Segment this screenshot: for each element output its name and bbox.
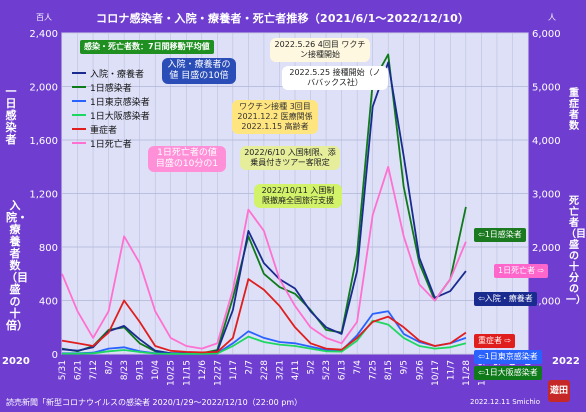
annotation-novavax: 2022.5.25 接種開始（ノババックス社） bbox=[282, 66, 388, 90]
series-line bbox=[61, 53, 467, 355]
y-tick-right: 4,000 bbox=[532, 136, 561, 147]
x-tick-label: 12/27 bbox=[213, 360, 223, 386]
x-tick-label: 5/23 bbox=[322, 360, 332, 380]
series-line bbox=[61, 165, 467, 350]
y-tick-right: 2,000 bbox=[532, 243, 561, 254]
x-tick-label: 7/25 bbox=[369, 360, 379, 380]
x-tick-label: 8/2 bbox=[105, 360, 115, 374]
end-label-tokyo: ⇦1日東京感染者 bbox=[474, 350, 542, 364]
year-label-left: 2020 bbox=[2, 356, 30, 367]
legend-label: 1日感染者 bbox=[90, 83, 132, 94]
legend-item: 1日死亡者 bbox=[72, 136, 150, 150]
y-tick-left: 2,000 bbox=[29, 83, 58, 94]
y-tick-left: 1,200 bbox=[29, 190, 58, 201]
right-unit: 人 bbox=[548, 13, 556, 22]
series-line bbox=[61, 319, 467, 355]
end-label-hospitalized: ⇦入院・療養者 bbox=[474, 292, 537, 306]
y-tick-left: 400 bbox=[39, 297, 58, 308]
y-tick-right: 5,000 bbox=[532, 83, 561, 94]
legend-swatch bbox=[72, 142, 86, 144]
end-label-severe: 重症者 ⇨ bbox=[474, 334, 516, 348]
end-label-daily-infected: ⇦1日感染者 bbox=[474, 228, 526, 242]
annotation-4th-vaccine: 2022.5.26 4回目 ワクチン接種開始 bbox=[270, 38, 370, 62]
series-line bbox=[61, 61, 467, 355]
left-unit: 百人 bbox=[36, 13, 52, 22]
x-tick-label: 10/25 bbox=[167, 360, 177, 386]
annotation-entry-restriction: 2022/6/10 入国制限、添乗員付きツアー客限定 bbox=[240, 146, 340, 170]
year-label-right: 2022 bbox=[552, 356, 580, 367]
y-tick-right: 3,000 bbox=[532, 190, 561, 201]
x-tick-label: 2/28 bbox=[260, 360, 270, 380]
credit: 2022.12.11 Smichio bbox=[470, 398, 541, 406]
legend-swatch bbox=[72, 72, 86, 74]
x-tick-label: 11/7 bbox=[446, 360, 456, 380]
legend-item: 1日大阪感染者 bbox=[72, 108, 150, 122]
y-axis-label-left-secondary: 入院・療養者数（目盛の十倍） bbox=[6, 199, 28, 332]
x-tick-label: 6/21 bbox=[74, 360, 84, 380]
legend-swatch bbox=[72, 128, 86, 130]
y-tick-left: 1,600 bbox=[29, 136, 58, 147]
end-label-osaka: ⇦1日大阪感染者 bbox=[474, 366, 542, 380]
legend-label: 1日死亡者 bbox=[90, 139, 132, 150]
series-line bbox=[62, 310, 467, 355]
legend-label: 1日大阪感染者 bbox=[90, 111, 150, 122]
legend: 入院・療養者 1日感染者 1日東京感染者 1日大阪感染者 重症者 1日死亡者 bbox=[72, 66, 150, 150]
y-tick-left: 2,400 bbox=[29, 29, 58, 40]
y-tick-left: 0 bbox=[52, 350, 58, 361]
annotation-travel-support: 2022/10/11 入国制限撤廃全国旅行支援 bbox=[254, 184, 342, 208]
x-tick-label: 9/13 bbox=[136, 360, 146, 380]
x-tick-label: 8/15 bbox=[384, 360, 394, 380]
legend-item: 入院・療養者 bbox=[72, 66, 150, 80]
legend-label: 1日東京感染者 bbox=[90, 97, 150, 108]
end-label-daily-deaths: 1日死亡者 ⇨ bbox=[494, 264, 549, 278]
x-tick-label: 4/11 bbox=[291, 360, 301, 380]
x-tick-label: 10/17 bbox=[431, 360, 441, 386]
annotation-death-scale: 1日死亡者の値 目盛の10分の1 bbox=[148, 146, 226, 172]
x-tick-label: 5/2 bbox=[307, 360, 317, 374]
y-axis-label-left: 一日感染者 bbox=[5, 85, 17, 146]
author-seal: 遊田 bbox=[548, 380, 570, 402]
x-tick-label: 7/4 bbox=[353, 360, 363, 375]
annotation-hospitalized-scale: 入院・療養者の値 目盛の10倍 bbox=[162, 58, 236, 84]
x-tick-label: 8/23 bbox=[120, 360, 130, 380]
legend-item: 重症者 bbox=[72, 122, 150, 136]
x-tick-label: 5/31 bbox=[58, 360, 68, 380]
y-axis-label-right-secondary: 死亡者（目盛の十分の一） bbox=[566, 196, 586, 306]
legend-item: 1日感染者 bbox=[72, 80, 150, 94]
x-tick-label: 1/17 bbox=[229, 360, 239, 380]
legend-label: 入院・療養者 bbox=[90, 69, 145, 80]
legend-item: 1日東京感染者 bbox=[72, 94, 150, 108]
legend-swatch bbox=[72, 114, 86, 116]
y-tick-right: 6,000 bbox=[532, 29, 561, 40]
x-tick-label: 12/6 bbox=[198, 360, 208, 380]
x-tick-label: 3/21 bbox=[275, 360, 285, 380]
x-tick-label: 6/13 bbox=[338, 360, 348, 380]
legend-label: 重症者 bbox=[90, 125, 118, 136]
annotation-3rd-vaccine: ワクチン接種 3回目 2021.12.2 医療関係 2022.1.15 高齢者 bbox=[232, 100, 318, 134]
x-tick-label: 9/5 bbox=[400, 360, 410, 374]
x-tick-label: 10/4 bbox=[151, 360, 161, 380]
y-axis-label-right: 重症者数 bbox=[569, 88, 579, 132]
legend-note: 感染・死亡者数：7日間移動平均値 bbox=[80, 40, 214, 54]
x-tick-label: 9/26 bbox=[415, 360, 425, 380]
y-tick-right: 1,000 bbox=[532, 297, 561, 308]
source-note: 読売新聞「新型コロナウイルスの感染者 2020/1/29～2022/12/10（… bbox=[6, 398, 303, 407]
x-tick-label: 7/12 bbox=[89, 360, 99, 380]
x-tick-label: 2/7 bbox=[244, 360, 254, 374]
y-tick-left: 800 bbox=[39, 243, 58, 254]
chart-title: コロナ感染者・入院・療養者・死亡者推移（2021/6/1～2022/12/10） bbox=[96, 12, 470, 25]
series-line bbox=[61, 278, 467, 354]
x-tick-label: 11/28 bbox=[462, 360, 472, 386]
legend-swatch bbox=[72, 100, 86, 102]
x-tick-label: 11/15 bbox=[182, 360, 192, 386]
legend-swatch bbox=[72, 86, 86, 88]
